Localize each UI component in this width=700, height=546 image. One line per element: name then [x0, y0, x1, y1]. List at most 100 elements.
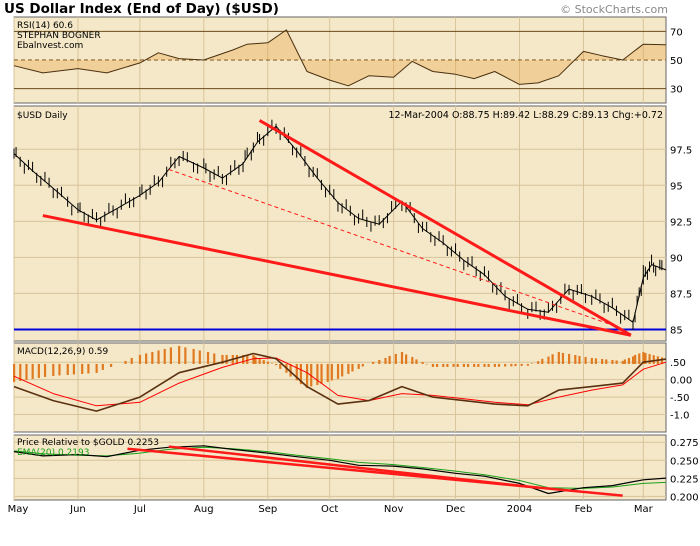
macd-histogram-bar [169, 347, 173, 364]
macd-histogram-bar [642, 351, 645, 364]
macd-histogram-bar [594, 358, 598, 364]
macd-histogram-bar [66, 363, 69, 375]
macd-histogram-bar [487, 363, 490, 367]
macd-histogram-bar [270, 363, 274, 364]
chart-title: US Dollar Index (End of Day) ($USD) [4, 1, 279, 17]
price-line [13, 125, 667, 323]
macd-histogram-bar [242, 354, 245, 364]
macd-histogram-bar [198, 350, 201, 364]
dashed-trendline [168, 168, 613, 326]
macd-histogram-bar [644, 353, 647, 364]
macd-histogram-bar [19, 363, 22, 381]
relative-ema-label: EMA(20) 0.2193 [17, 448, 89, 458]
rsi-fill [14, 29, 666, 86]
rsi-label: RSI(14) 60.6 [17, 21, 73, 31]
macd-histogram-bar [578, 355, 581, 364]
macd-histogram-bar [431, 363, 435, 367]
macd-histogram-bar [124, 360, 127, 364]
macd-histogram-bar [109, 363, 113, 367]
price-tick-label: 92.5 [670, 217, 692, 228]
macd-histogram-bar [483, 363, 486, 367]
x-tick-label: Aug [194, 504, 214, 515]
macd-histogram-bar [372, 361, 375, 364]
macd-histogram-bar [299, 363, 302, 385]
macd-histogram-bar [206, 351, 210, 364]
upper-trendline [258, 119, 632, 337]
macd-histogram-bar [52, 363, 55, 376]
macd-histogram-bar [473, 363, 476, 367]
macd-histogram-bar [634, 354, 637, 364]
macd-histogram-bar [388, 355, 391, 364]
macd-histogram-bar [425, 363, 428, 365]
macd-histogram-bar [221, 354, 224, 364]
x-tick-label: Jul [133, 504, 146, 515]
macd-histogram-bar [151, 351, 154, 364]
macd-histogram-bar [611, 359, 614, 364]
x-tick-label: May [8, 504, 29, 515]
macd-histogram-bar [262, 360, 265, 364]
macd-histogram-bar [394, 353, 397, 364]
macd-histogram-bar [510, 363, 513, 367]
macd-histogram-bar [130, 357, 133, 364]
macd-histogram-bar [384, 357, 387, 364]
rsi-tick-label: 70 [670, 27, 683, 38]
macd-histogram-bar [547, 356, 550, 364]
x-tick-label: Oct [321, 504, 338, 515]
macd-histogram-bar [421, 361, 424, 364]
macd-histogram-bar [13, 363, 16, 382]
macd-tick-label: 0.00 [670, 376, 692, 387]
relative-label: Price Relative to $GOLD 0.2253 [17, 438, 159, 448]
x-tick-label: Jun [69, 504, 86, 515]
macd-histogram-bar [341, 363, 344, 377]
rsi-label: Ebalnvest.com [17, 41, 83, 51]
macd-histogram-bar [289, 363, 292, 377]
price-tick-label: 90 [670, 253, 683, 264]
macd-histogram-bar [584, 356, 587, 364]
macd-histogram-bar [400, 351, 404, 364]
macd-histogram-bar [452, 363, 455, 367]
price-tick-label: 85 [670, 325, 683, 336]
macd-histogram-bar [81, 363, 84, 374]
macd-histogram-bar [246, 354, 249, 364]
macd-histogram-bar [72, 363, 76, 375]
macd-histogram-bar [295, 363, 298, 381]
macd-histogram-bar [537, 361, 540, 364]
macd-histogram-bar [446, 363, 449, 367]
macd-histogram-bar [504, 363, 507, 367]
macd-histogram-bar [514, 363, 517, 367]
macd-histogram-bar [526, 363, 529, 366]
macd-histogram-bar [58, 363, 61, 376]
macd-histogram-bar [530, 363, 534, 364]
macd-histogram-bar [497, 363, 501, 367]
macd-histogram-bar [493, 363, 496, 367]
macd-histogram-bar [163, 348, 166, 364]
x-tick-label: Nov [384, 504, 404, 515]
macd-histogram-bar [601, 358, 604, 364]
relative-tick-label: 0.225 [670, 474, 699, 485]
macd-panel [13, 342, 667, 433]
macd-histogram-bar [258, 358, 261, 364]
macd-histogram-bar [456, 363, 459, 367]
price-tick-label: 87.5 [670, 289, 692, 300]
macd-histogram-bar [638, 353, 641, 364]
macd-histogram-bar [466, 363, 470, 367]
macd-histogram-bar [225, 354, 228, 364]
macd-histogram-bar [551, 354, 554, 364]
macd-histogram-bar [627, 357, 631, 364]
lower-trendline [42, 214, 632, 337]
macd-histogram-bar [347, 363, 350, 374]
rsi-line [13, 29, 667, 87]
macd-histogram-bar [574, 354, 577, 364]
macd-line [13, 352, 667, 412]
price-tick-label: 97.5 [670, 145, 692, 156]
macd-histogram-bar [652, 355, 655, 364]
x-tick-label: Mar [634, 504, 654, 515]
macd-histogram-bar [87, 363, 90, 374]
rsi-tick-label: 30 [670, 85, 683, 96]
macd-histogram-bar [660, 357, 664, 364]
macd-histogram-bar [361, 363, 364, 367]
macd-histogram-bar [336, 363, 340, 379]
macd-histogram-bar [415, 359, 418, 364]
macd-histogram-bar [25, 363, 28, 380]
